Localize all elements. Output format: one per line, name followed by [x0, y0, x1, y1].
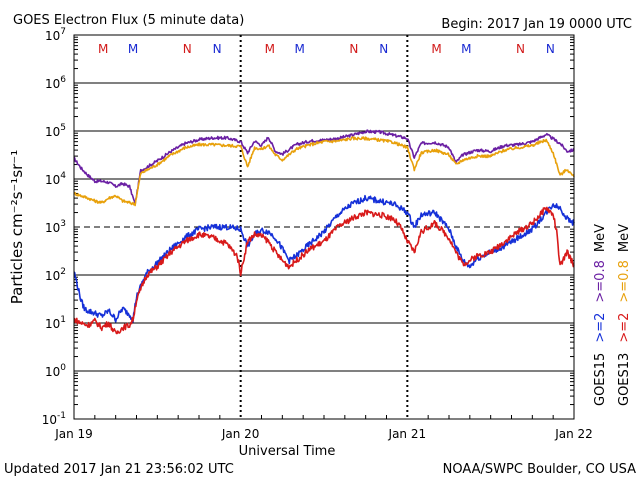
chart-title: GOES Electron Flux (5 minute data)	[13, 13, 244, 28]
begin-time: Begin: 2017 Jan 19 0000 UTC	[441, 17, 632, 32]
y-tick-label: 107	[45, 27, 66, 43]
mn-marker: M	[431, 42, 441, 56]
goes15-legend: GOES15 >=2 >=0.8 MeV	[593, 224, 608, 406]
credit: NOAA/SWPC Boulder, CO USA	[443, 462, 636, 477]
mn-marker: N	[546, 42, 555, 56]
mn-marker: N	[213, 42, 222, 56]
goes13-low-label: >=2	[617, 313, 632, 343]
y-axis-label: Particles cm⁻²s⁻¹sr⁻¹	[8, 150, 26, 304]
y-tick-label: 102	[45, 267, 66, 283]
y-tick-label: 106	[45, 75, 66, 91]
mn-marker: N	[379, 42, 388, 56]
mn-marker: M	[98, 42, 108, 56]
y-tick-label: 100	[45, 363, 66, 379]
series-lines	[73, 129, 575, 335]
goes13-unit-label: MeV	[617, 224, 632, 252]
goes13-legend: GOES13 >=2 >=0.8 MeV	[617, 224, 632, 406]
y-tick-label: 103	[45, 219, 66, 235]
x-tick-label: Jan 19	[54, 427, 93, 441]
goes15-unit-label: MeV	[593, 224, 608, 252]
mn-marker: M	[295, 42, 305, 56]
series-line	[73, 206, 575, 335]
goes13-high-label: >=0.8	[617, 260, 632, 302]
x-tick-label: Jan 21	[388, 427, 427, 441]
goes15-low-label: >=2	[593, 313, 608, 343]
y-tick-label: 101	[45, 315, 66, 331]
x-tick-label: Jan 22	[554, 427, 593, 441]
y-tick-label: 10-1	[42, 411, 66, 427]
series-line	[73, 136, 575, 207]
mn-marker: N	[349, 42, 358, 56]
goes15-high-label: >=0.8	[593, 260, 608, 302]
plot-frame	[73, 34, 575, 420]
grid	[74, 35, 574, 419]
y-tick-labels: 10-1 100 101 102 103 104 105 106 107	[42, 27, 67, 427]
y-tick-label: 104	[45, 171, 66, 187]
goes13-satellite-label: GOES13	[617, 353, 632, 406]
x-tick-labels: Jan 19 Jan 20 Jan 21 Jan 22	[54, 427, 593, 441]
updated-time: Updated 2017 Jan 21 23:56:02 UTC	[4, 462, 234, 477]
mn-marker: N	[516, 42, 525, 56]
goes15-satellite-label: GOES15	[593, 353, 608, 406]
x-tick-label: Jan 20	[221, 427, 260, 441]
mn-marker: M	[265, 42, 275, 56]
series-line	[73, 194, 575, 323]
x-axis-label: Universal Time	[239, 444, 336, 459]
mn-marker: M	[128, 42, 138, 56]
right-legend: GOES15 >=2 >=0.8 MeV GOES13 >=2 >=0.8 MeV	[593, 224, 632, 406]
mn-marker: N	[183, 42, 192, 56]
mn-marker: M	[461, 42, 471, 56]
y-tick-label: 105	[45, 123, 66, 139]
